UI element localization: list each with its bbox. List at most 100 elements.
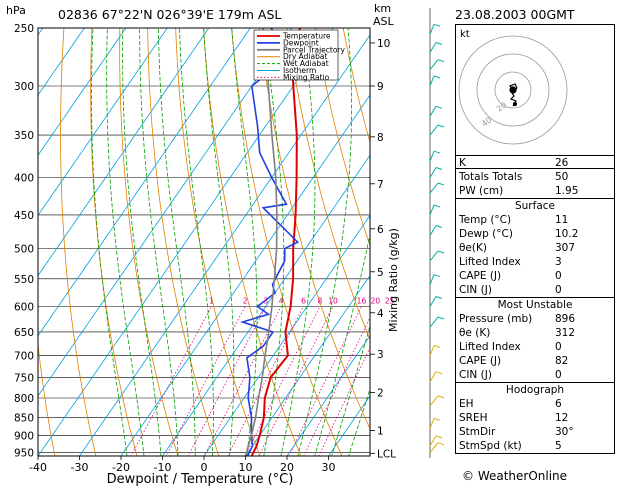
row-label: Temp (°C): [459, 214, 512, 226]
isotherm: [38, 28, 293, 397]
wet-adiabat: [106, 28, 145, 456]
wind-barb-flag: [433, 204, 441, 208]
mixing-ratio-label: 20: [371, 296, 381, 305]
km-tick-label: 4: [377, 308, 384, 320]
wind-barb: [429, 167, 437, 178]
most-unstable-title: Most Unstable: [497, 299, 573, 311]
dry-adiabat: [147, 28, 220, 456]
table-row: Pressure (mb) 896: [456, 312, 614, 326]
dry-adiabat: [60, 28, 97, 456]
mixing-ratio-label: 8: [318, 296, 323, 305]
legend-box: [253, 29, 339, 81]
legend-entry: Wet Adiabat: [283, 59, 329, 68]
row-label: CIN (J): [459, 369, 492, 381]
wind-barb: [429, 345, 435, 356]
mixing-ratio-line: [130, 306, 212, 456]
row-value: 312: [555, 327, 576, 339]
legend-entry: Mixing Ratio: [283, 73, 330, 82]
pressure-tick-label: 600: [14, 301, 34, 313]
wind-barb: [429, 435, 437, 447]
row-value: 12: [555, 412, 569, 424]
dry-adiabat: [203, 28, 302, 456]
wind-barb-flag: [433, 23, 441, 27]
wind-barb: [429, 225, 437, 236]
row-value: 6: [555, 398, 562, 410]
wind-barb: [429, 24, 435, 35]
row-value: 11: [555, 214, 569, 226]
header: hPa 02836 67°22'N 026°39'E 179m ASL km A…: [6, 2, 575, 28]
wind-barb: [429, 395, 439, 407]
wind-barb-flag: [435, 225, 443, 228]
table-row: CIN (J) 0: [456, 368, 614, 382]
table-row: CIN (J) 0: [456, 283, 614, 297]
km-tick-label: 10: [377, 38, 390, 50]
wet-adiabat: [314, 232, 370, 456]
x-tick-label: -40: [29, 461, 47, 474]
isotherm: [369, 455, 370, 456]
x-tick-label: -30: [71, 461, 89, 474]
row-label: Pressure (mb): [459, 313, 533, 325]
x-tick-label: 10: [239, 461, 253, 474]
wind-barb-flag: [433, 345, 441, 349]
wind-barb-flag: [435, 435, 443, 439]
hodograph-title: Hodograph: [505, 384, 565, 396]
wind-barb: [429, 442, 439, 453]
km-tick-label: 9: [377, 81, 384, 93]
pressure-tick-label: 300: [14, 81, 34, 93]
pressure-tick-label: 350: [14, 130, 34, 142]
mixing-ratio-line: [258, 306, 334, 456]
row-label: CAPE (J): [459, 355, 502, 367]
row-value: 307: [555, 242, 576, 254]
row-value: 896: [555, 313, 576, 325]
wind-barb: [429, 250, 439, 262]
km-tick-label: 8: [377, 132, 384, 144]
mixing-ratio-line: [165, 306, 246, 456]
dry-adiabat: [175, 28, 261, 456]
hodograph-box: Hodograph EH 6 SREH 12 StmDir 30° StmSpd (k…: [455, 383, 615, 454]
mixing-ratio-label: 16: [357, 296, 367, 305]
wet-adiabat: [179, 28, 214, 456]
wind-barb-flag: [435, 42, 443, 45]
row-value: 0: [555, 369, 562, 381]
indices-box: K 26 Totals Totals 50 PW (cm) 1.95: [455, 155, 615, 199]
wind-barbs: [429, 8, 445, 458]
wind-barb-flag: [437, 59, 445, 63]
wet-adiabat: [203, 28, 235, 456]
table-row: SREH 12: [456, 411, 614, 425]
row-label: Dewp (°C): [459, 228, 513, 240]
dry-adiabat: [119, 28, 179, 456]
wet-adiabat: [263, 28, 285, 456]
wind-barb-flag: [433, 75, 441, 79]
wet-adiabat: [280, 28, 316, 456]
wind-barb: [429, 296, 437, 307]
pressure-tick-label: 750: [14, 372, 34, 384]
table-row: Dewp (°C) 10.2: [456, 227, 614, 241]
isotherm: [328, 395, 370, 456]
wind-barb-flag: [433, 150, 441, 154]
x-axis-title: Dewpoint / Temperature (°C): [107, 472, 294, 486]
wet-adiabat: [157, 28, 196, 456]
dry-adiabat: [342, 28, 370, 144]
pressure-tick-label: 400: [14, 173, 34, 185]
km-tick-label: 1: [377, 425, 384, 437]
wind-barb: [429, 106, 437, 117]
pressure-tick-label: 650: [14, 327, 34, 339]
table-row: CAPE (J) 82: [456, 354, 614, 368]
isotherm: [245, 274, 370, 456]
row-label: EH: [459, 398, 474, 410]
x-tick-label: 20: [280, 461, 294, 474]
wind-barb-flag: [435, 105, 443, 109]
isotherm: [38, 28, 251, 337]
wind-barb: [429, 316, 439, 328]
indices-table: K 26 Totals Totals 50 PW (cm) 1.95 Surface …: [455, 155, 615, 454]
km-tick-label: 2: [377, 387, 384, 399]
wet-adiabat: [122, 28, 162, 456]
legend-entry: Temperature: [282, 32, 331, 41]
pressure-tick-label: 800: [14, 393, 34, 405]
pressure-tick-label: 550: [14, 274, 34, 286]
table-row: θe (K) 312: [456, 326, 614, 340]
copyright: © WeatherOnline: [462, 469, 568, 483]
mixing-ratio-line: [244, 306, 321, 456]
row-label: Lifted Index: [459, 256, 521, 268]
table-row: Lifted Index 0: [456, 340, 614, 354]
